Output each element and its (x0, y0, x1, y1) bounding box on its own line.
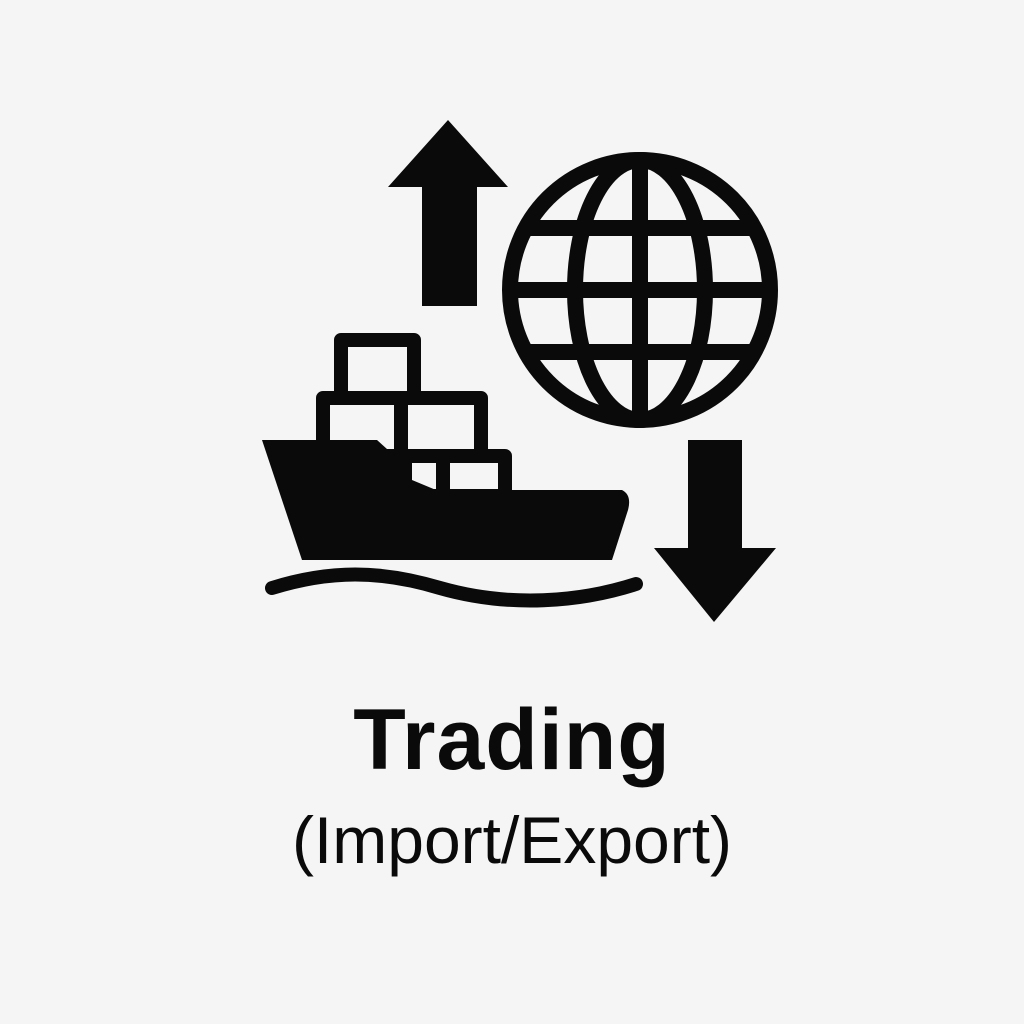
container-mid-right (394, 391, 488, 463)
page-subtitle: (Import/Export) (291, 803, 733, 877)
cargo-ship-icon (262, 333, 630, 560)
arrow-down-icon (654, 440, 776, 622)
wave-icon (265, 567, 643, 608)
arrow-up-icon (388, 120, 508, 306)
container-top (334, 333, 421, 405)
globe-icon (502, 152, 778, 428)
page-title: Trading (353, 692, 671, 788)
